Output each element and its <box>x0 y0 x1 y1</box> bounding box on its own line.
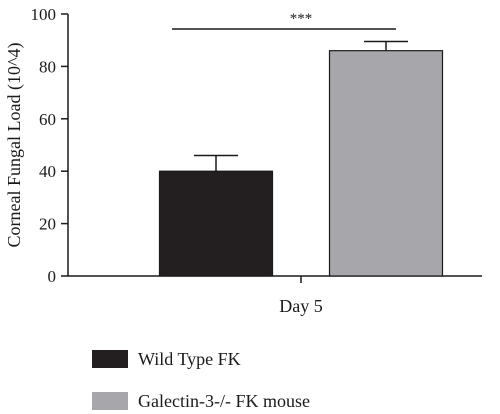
bar <box>328 50 444 277</box>
chart-legend: Wild Type FK Galectin-3-/- FK mouse <box>92 349 310 411</box>
significance-label: *** <box>290 11 313 27</box>
x-tick-label: Day 5 <box>279 296 323 316</box>
chart-bars: *** <box>158 11 444 277</box>
legend-swatch <box>92 350 128 368</box>
legend-label: Galectin-3-/- FK mouse <box>138 391 310 411</box>
y-tick-label: 0 <box>48 267 57 286</box>
y-tick-label: 60 <box>39 110 56 129</box>
legend-swatch <box>92 392 128 410</box>
y-tick-label: 20 <box>39 215 56 234</box>
legend-label: Wild Type FK <box>138 349 241 369</box>
y-tick-label: 80 <box>39 57 56 76</box>
y-tick-label: 40 <box>39 162 56 181</box>
y-axis-title: Corneal Fungal Load (10^4) <box>4 43 25 248</box>
y-tick-label: 100 <box>31 5 57 24</box>
chart-axes: 0 20 40 60 80 100 Day 5 <box>31 5 482 316</box>
bar <box>158 170 274 277</box>
